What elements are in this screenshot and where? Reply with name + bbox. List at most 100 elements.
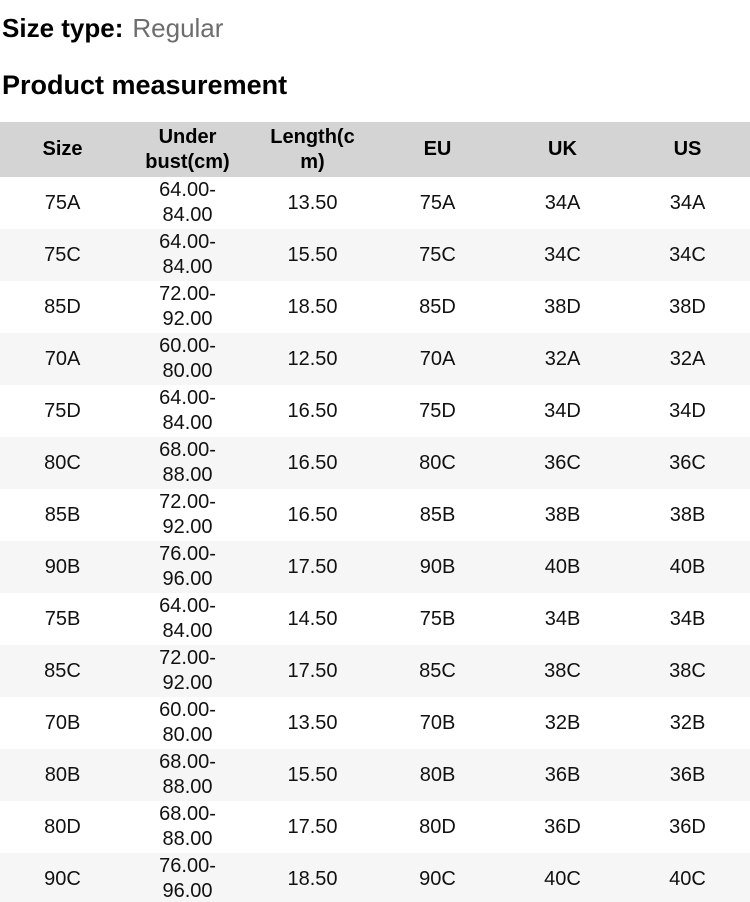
table-cell: 76.00-96.00 — [159, 543, 216, 590]
table-cell: 40B — [669, 555, 706, 578]
table-cell: 32B — [669, 711, 706, 734]
table-row: 85D 72.00-92.00 18.50 85D 38D 38D — [0, 281, 750, 333]
table-cell: 36C — [669, 451, 706, 474]
table-cell: 85B — [419, 503, 456, 526]
table-cell: 76.00-96.00 — [159, 855, 216, 902]
table-cell: 34A — [669, 191, 706, 214]
table-cell: 90C — [44, 867, 81, 890]
table-cell: 70A — [44, 347, 81, 370]
table-cell: 80D — [44, 815, 81, 838]
table-cell: 90C — [419, 867, 456, 890]
table-cell: 75C — [419, 243, 456, 266]
table-cell: 15.50 — [287, 243, 338, 266]
table-cell: 32A — [544, 347, 581, 370]
table-cell: 16.50 — [287, 503, 338, 526]
table-cell: 38B — [669, 503, 706, 526]
table-cell: 72.00-92.00 — [159, 491, 216, 538]
column-header-us: US — [625, 122, 750, 177]
table-cell: 18.50 — [287, 295, 338, 318]
table-row: 75D 64.00-84.00 16.50 75D 34D 34D — [0, 385, 750, 437]
table-cell: 90B — [419, 555, 456, 578]
table-cell: 36B — [669, 763, 706, 786]
table-cell: 18.50 — [287, 867, 338, 890]
table-cell: 70A — [419, 347, 456, 370]
table-cell: 34D — [669, 399, 706, 422]
table-cell: 16.50 — [287, 399, 338, 422]
table-row: 75A 64.00-84.00 13.50 75A 34A 34A — [0, 177, 750, 229]
column-header-eu: EU — [375, 122, 500, 177]
table-cell: 17.50 — [287, 815, 338, 838]
table-cell: 85D — [419, 295, 456, 318]
size-table-body: 75A 64.00-84.00 13.50 75A 34A 34A 75C 64.00-84.… — [0, 177, 750, 902]
column-header-underbust: Under bust(cm) — [125, 122, 250, 177]
table-cell: 13.50 — [287, 711, 338, 734]
table-cell: 12.50 — [287, 347, 338, 370]
table-cell: 17.50 — [287, 659, 338, 682]
table-cell: 14.50 — [287, 607, 338, 630]
table-cell: 60.00-80.00 — [159, 335, 216, 382]
table-row: 75C 64.00-84.00 15.50 75C 34C 34C — [0, 229, 750, 281]
table-cell: 38B — [544, 503, 581, 526]
table-cell: 36D — [544, 815, 581, 838]
column-header-size: Size — [0, 122, 125, 177]
table-cell: 38D — [669, 295, 706, 318]
table-cell: 40B — [544, 555, 581, 578]
table-cell: 15.50 — [287, 763, 338, 786]
table-cell: 38D — [544, 295, 581, 318]
product-measurement-title: Product measurement — [2, 70, 288, 100]
table-cell: 36D — [669, 815, 706, 838]
table-cell: 32A — [669, 347, 706, 370]
table-cell: 32B — [544, 711, 581, 734]
table-cell: 34C — [544, 243, 581, 266]
column-header-uk: UK — [500, 122, 625, 177]
table-cell: 68.00-88.00 — [159, 751, 216, 798]
table-cell: 85B — [44, 503, 81, 526]
table-cell: 75B — [44, 607, 81, 630]
size-type-label: Size type: — [2, 13, 124, 43]
table-row: 90C 76.00-96.00 18.50 90C 40C 40C — [0, 853, 750, 902]
table-row: 80B 68.00-88.00 15.50 80B 36B 36B — [0, 749, 750, 801]
table-cell: 72.00-92.00 — [159, 283, 216, 330]
table-cell: 75D — [419, 399, 456, 422]
table-cell: 75D — [44, 399, 81, 422]
table-cell: 68.00-88.00 — [159, 803, 216, 850]
table-cell: 80C — [419, 451, 456, 474]
table-row: 70B 60.00-80.00 13.50 70B 32B 32B — [0, 697, 750, 749]
table-cell: 38C — [669, 659, 706, 682]
table-cell: 64.00-84.00 — [159, 387, 216, 434]
size-table: Size Under bust(cm) Length(cm) EU UK US … — [0, 122, 750, 902]
table-cell: 90B — [44, 555, 81, 578]
table-row: 80D 68.00-88.00 17.50 80D 36D 36D — [0, 801, 750, 853]
table-cell: 40C — [544, 867, 581, 890]
table-cell: 75A — [419, 191, 456, 214]
table-cell: 60.00-80.00 — [159, 699, 216, 746]
table-cell: 16.50 — [287, 451, 338, 474]
table-cell: 13.50 — [287, 191, 338, 214]
table-cell: 34C — [669, 243, 706, 266]
table-cell: 85D — [44, 295, 81, 318]
table-cell: 68.00-88.00 — [159, 439, 216, 486]
table-row: 90B 76.00-96.00 17.50 90B 40B 40B — [0, 541, 750, 593]
table-cell: 17.50 — [287, 555, 338, 578]
header-row: Size Under bust(cm) Length(cm) EU UK US — [0, 122, 750, 177]
column-header-length: Length(cm) — [250, 122, 375, 177]
table-cell: 64.00-84.00 — [159, 595, 216, 642]
table-cell: 80D — [419, 815, 456, 838]
table-cell: 34B — [669, 607, 706, 630]
table-row: 75B 64.00-84.00 14.50 75B 34B 34B — [0, 593, 750, 645]
table-row: 85C 72.00-92.00 17.50 85C 38C 38C — [0, 645, 750, 697]
table-cell: 34D — [544, 399, 581, 422]
size-type-value: Regular — [132, 13, 224, 43]
table-cell: 72.00-92.00 — [159, 647, 216, 694]
size-table-header: Size Under bust(cm) Length(cm) EU UK US — [0, 122, 750, 177]
table-cell: 64.00-84.00 — [159, 231, 216, 278]
table-cell: 70B — [419, 711, 456, 734]
table-cell: 80B — [419, 763, 456, 786]
table-cell: 36C — [544, 451, 581, 474]
table-cell: 64.00-84.00 — [159, 179, 216, 226]
table-row: 80C 68.00-88.00 16.50 80C 36C 36C — [0, 437, 750, 489]
table-row: 85B 72.00-92.00 16.50 85B 38B 38B — [0, 489, 750, 541]
size-chart-panel: Size type: Regular Product measurement Si… — [0, 13, 750, 902]
table-cell: 75A — [44, 191, 81, 214]
table-cell: 36B — [544, 763, 581, 786]
